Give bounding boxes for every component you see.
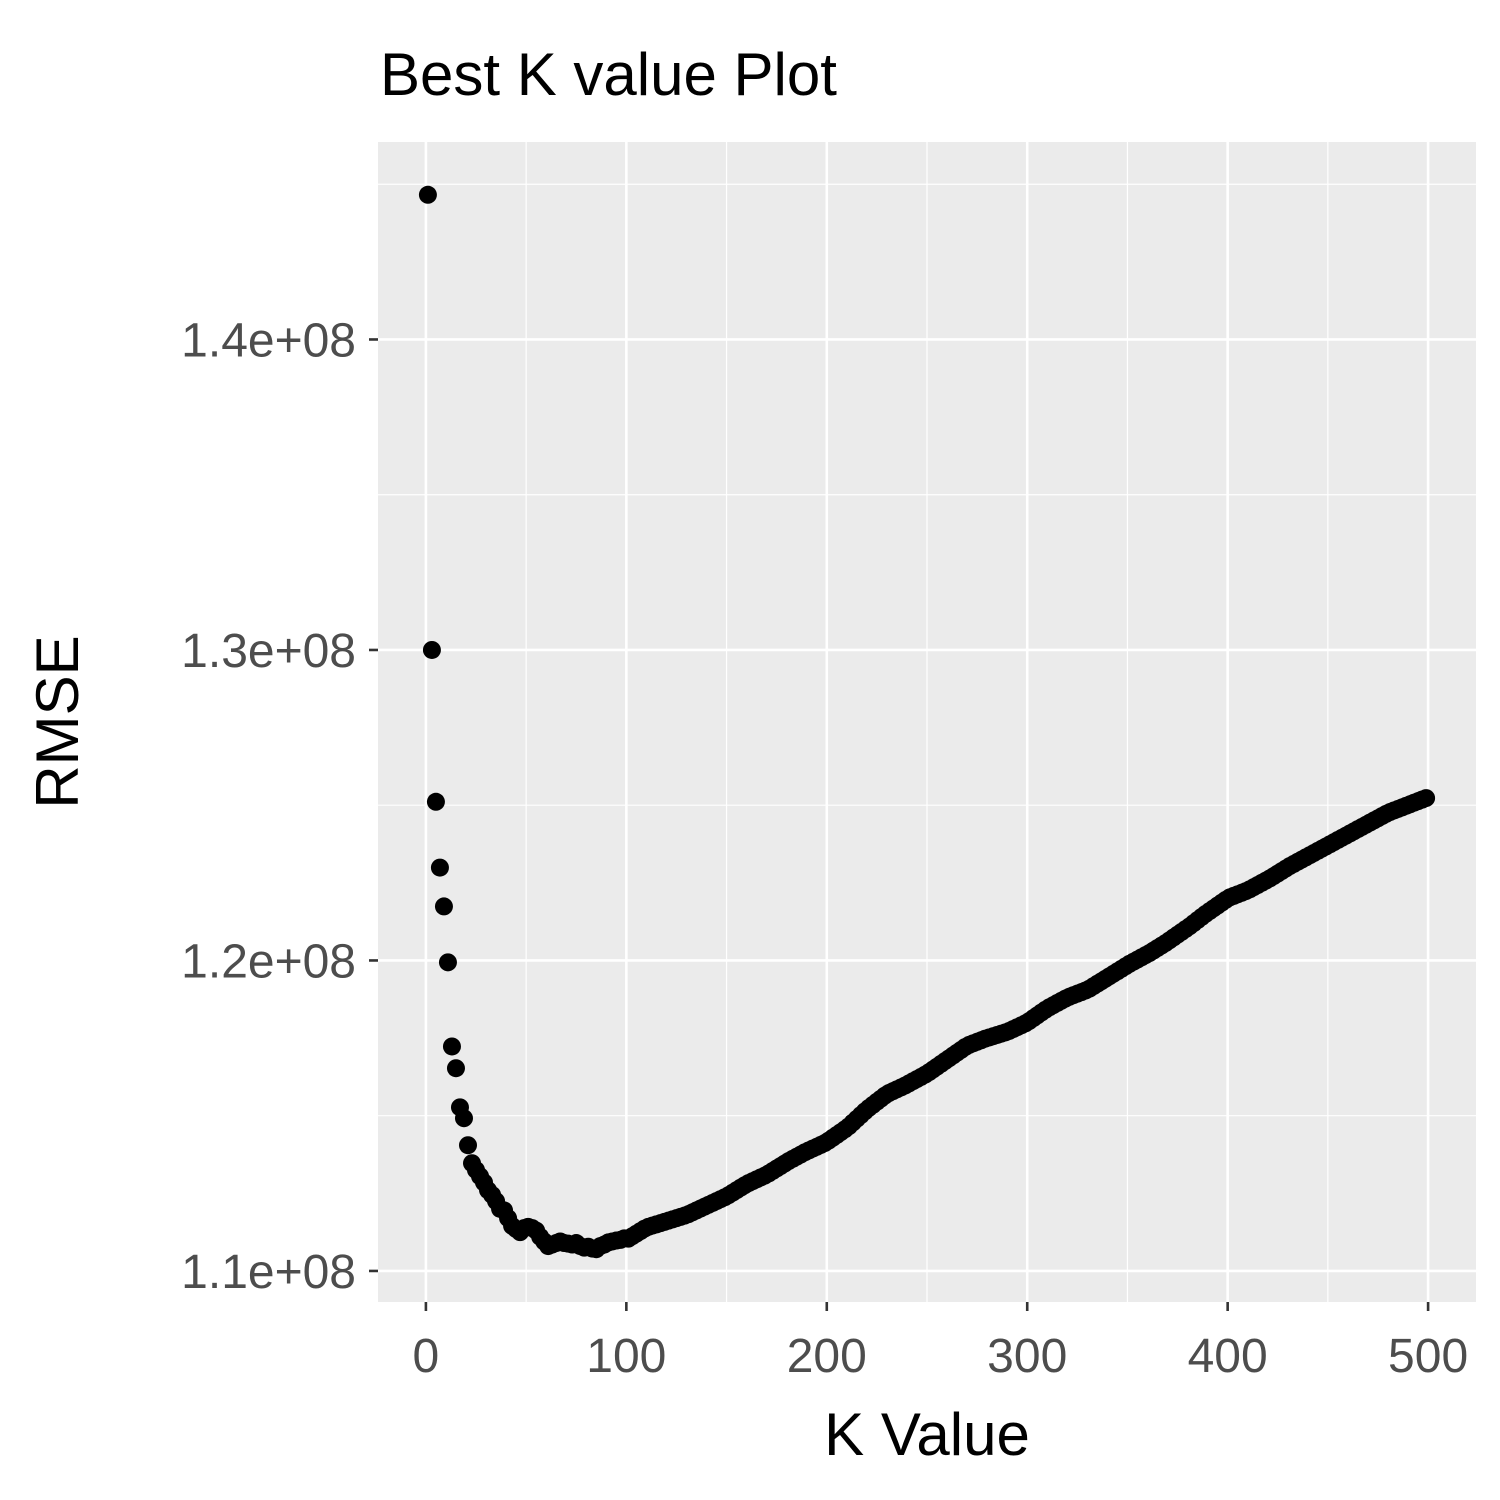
- x-tick-label: 500: [1388, 1330, 1468, 1383]
- point: [442, 1037, 461, 1056]
- y-tick-label: 1.1e+08: [181, 1246, 356, 1299]
- x-tick-label: 0: [413, 1330, 440, 1383]
- point: [454, 1109, 473, 1128]
- point: [422, 640, 441, 659]
- x-tick-label: 400: [1188, 1330, 1268, 1383]
- point: [438, 953, 457, 972]
- point: [446, 1059, 465, 1078]
- y-tick-label: 1.4e+08: [181, 314, 356, 367]
- point: [1417, 789, 1436, 808]
- point: [458, 1136, 477, 1155]
- point: [434, 897, 453, 916]
- points: [418, 185, 1436, 1259]
- point: [430, 858, 449, 877]
- x-axis-title: K Value: [824, 1401, 1030, 1468]
- y-axis-title: RMSE: [24, 635, 91, 808]
- chart-title: Best K value Plot: [380, 41, 837, 108]
- grid: [378, 142, 1476, 1302]
- x-tick-label: 200: [787, 1330, 867, 1383]
- point: [426, 792, 445, 811]
- axes: 0 100 200 300 400 500 1.1e+08 1.2e+08 1.3e+08 1.4…: [181, 314, 1468, 1383]
- x-tick-label: 100: [586, 1330, 666, 1383]
- y-tick-label: 1.3e+08: [181, 625, 356, 678]
- y-tick-label: 1.2e+08: [181, 935, 356, 988]
- x-tick-label: 300: [987, 1330, 1067, 1383]
- point: [418, 185, 437, 204]
